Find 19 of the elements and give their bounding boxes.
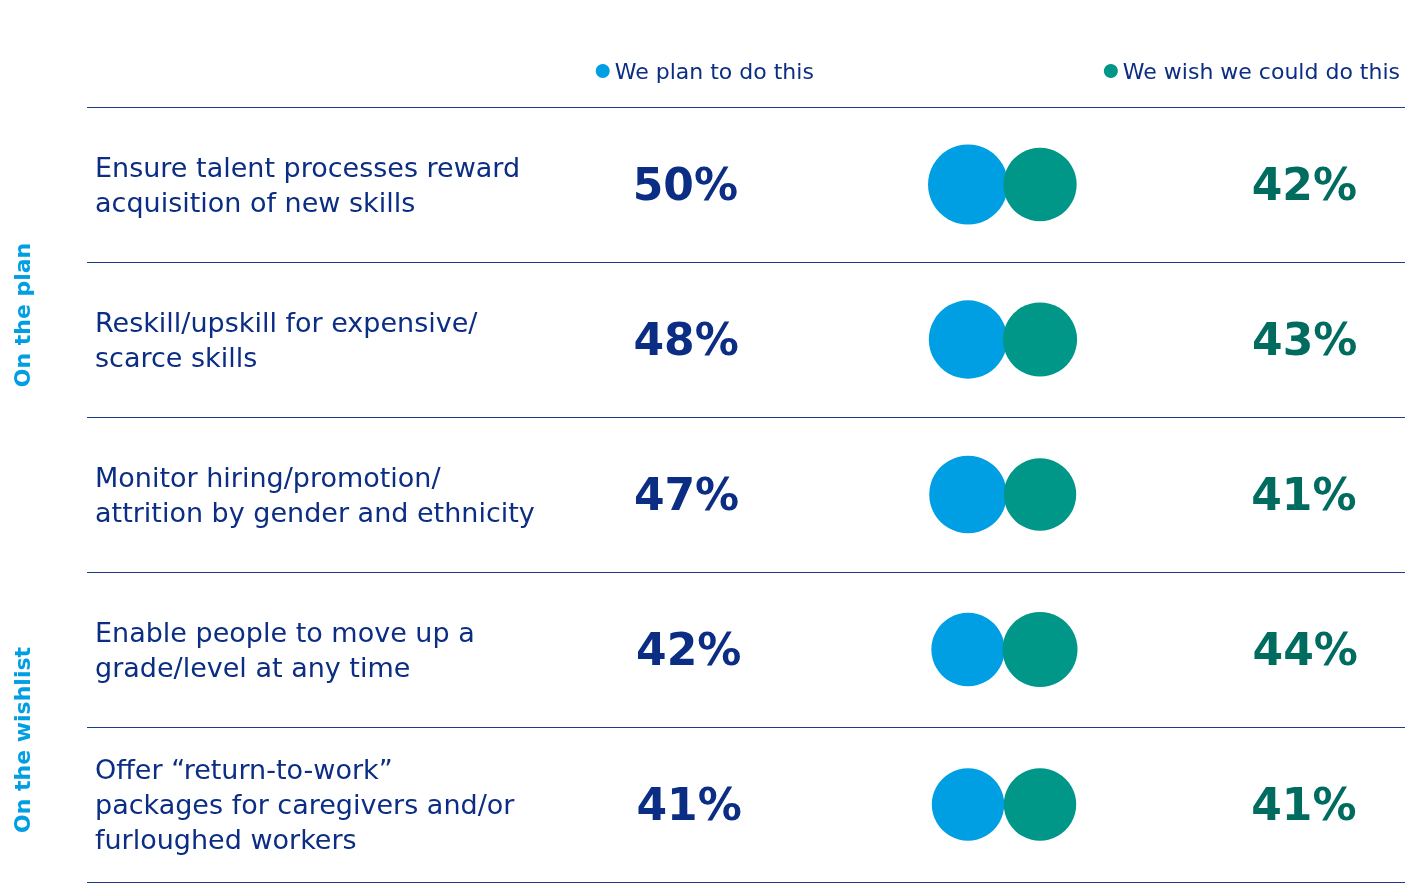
legend-label: We wish we could do this xyxy=(1122,58,1401,84)
category-label: Reskill/upskill for expensive/scarce skills xyxy=(95,306,479,373)
data-label: 41% xyxy=(636,779,742,830)
data-label: 44% xyxy=(1252,624,1358,675)
text: On the wishlist xyxy=(9,646,35,834)
category-label: Monitor hiring/promotion/ attrition by gender and ethnicity xyxy=(95,461,535,528)
data-label: 47% xyxy=(633,469,740,520)
data-label: 42% xyxy=(636,624,742,675)
data-label: 43% xyxy=(1252,314,1358,365)
text: On the plan xyxy=(9,242,35,388)
legend-label: We plan to do this xyxy=(614,58,814,84)
data-label: 41% xyxy=(1251,469,1357,520)
data-label: 50% xyxy=(632,159,738,210)
data-label: 42% xyxy=(1251,159,1357,210)
data-label: 41% xyxy=(1251,779,1357,830)
data-label: 48% xyxy=(633,314,739,365)
category-label: Enable people to move up a grade/level at any time xyxy=(95,616,484,683)
category-label: Offer “return-to-work” packages for caregivers and/or furloughed workers xyxy=(95,754,523,855)
category-label: Ensure talent processes reward acquisition of new skills xyxy=(95,151,529,218)
